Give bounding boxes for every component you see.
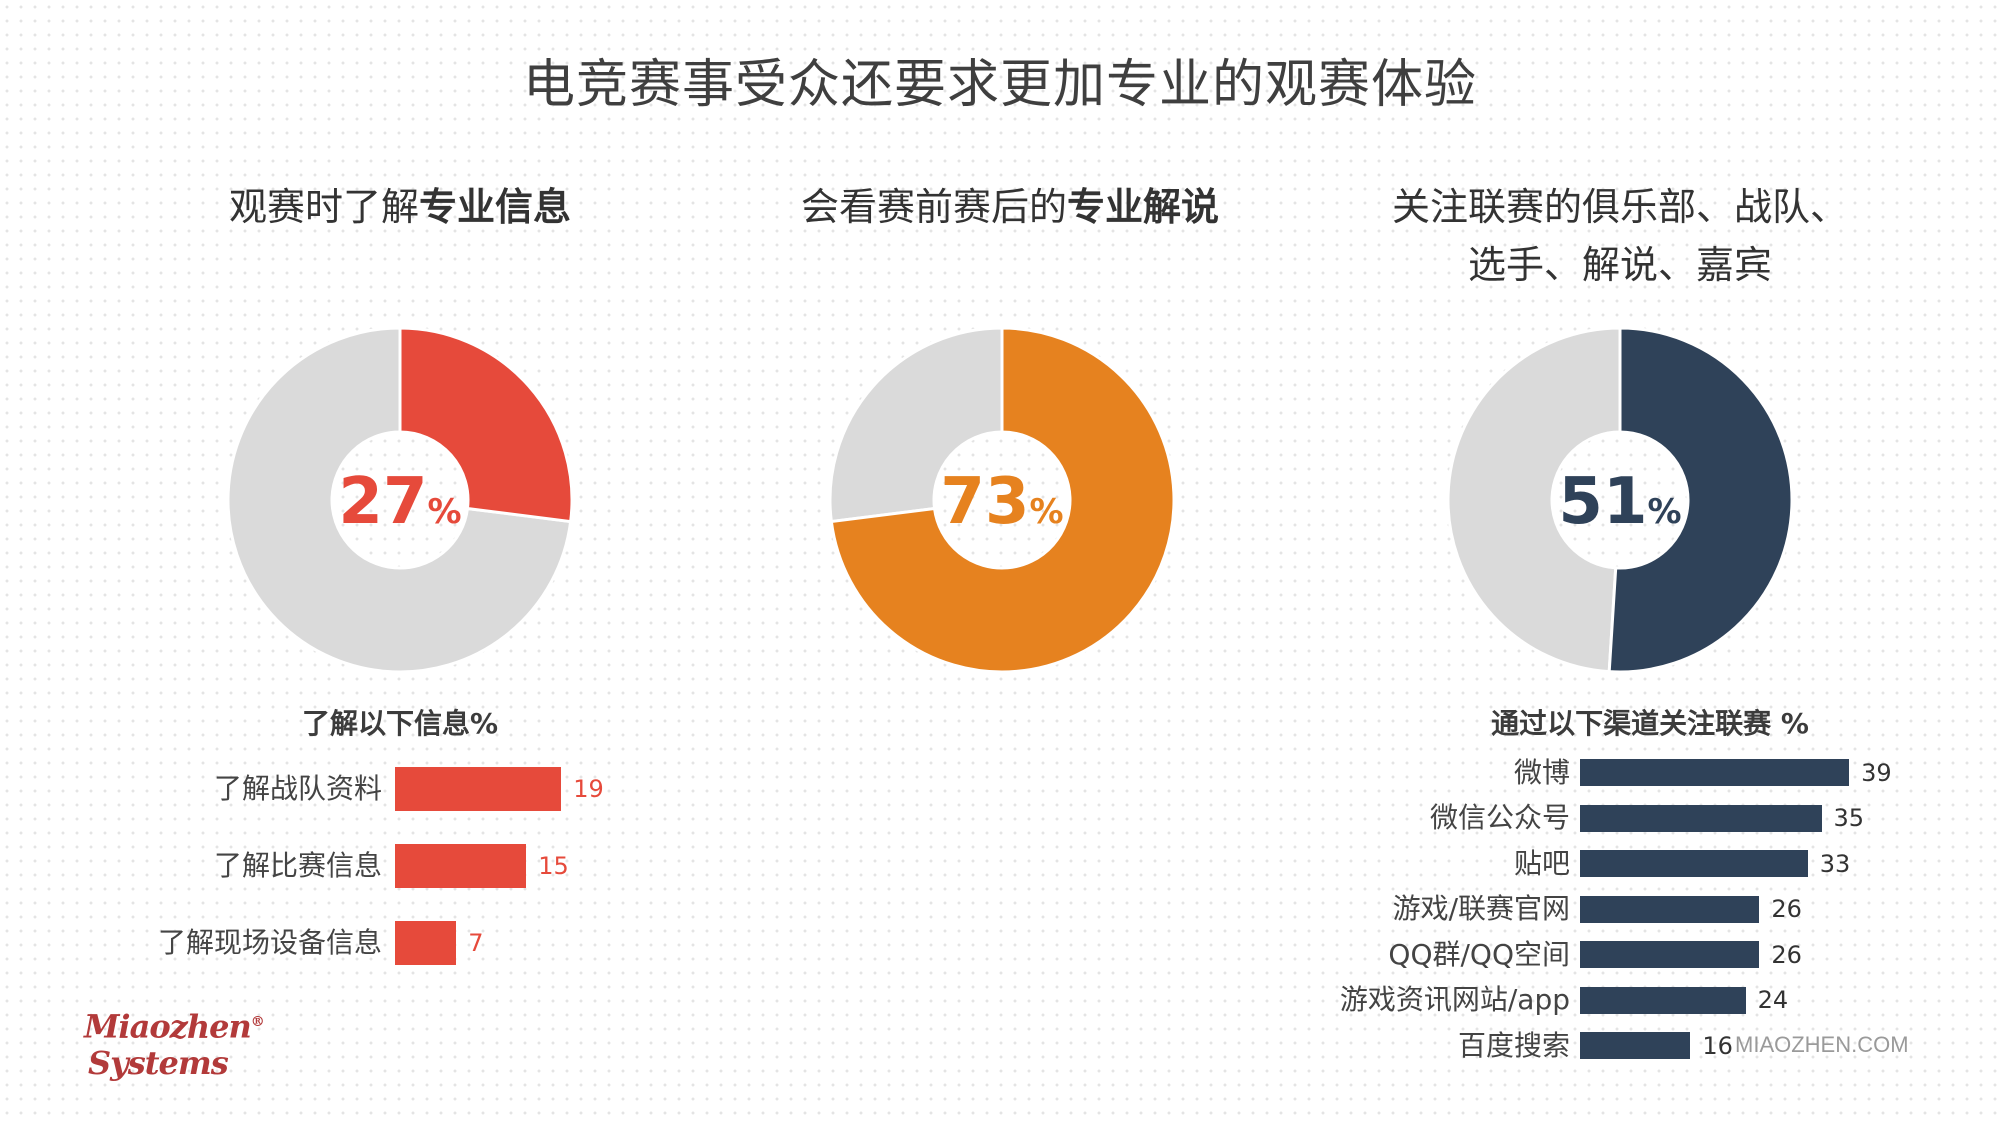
panel-2-title: 会看赛前赛后的专业解说	[760, 178, 1260, 236]
bar-category-label: 微信公众号	[1429, 801, 1570, 834]
percent-sign: %	[427, 492, 462, 532]
bar-category-label: 游戏/联赛官网	[1392, 892, 1570, 925]
bar	[1580, 759, 1850, 786]
donut-remainder-slice	[828, 326, 1004, 524]
page-title: 电竞赛事受众还要求更加专业的观赛体验	[522, 55, 1477, 115]
bar-category-label: QQ群/QQ空间	[1388, 937, 1570, 971]
logo-text-line2: Systems	[88, 1043, 229, 1082]
registered-mark: ®	[250, 1014, 265, 1030]
bar-value-label: 19	[573, 775, 604, 803]
bar-category-label: 百度搜索	[1457, 1028, 1570, 1062]
panel-1-title: 观赛时了解专业信息	[160, 178, 640, 236]
bar	[395, 767, 562, 811]
company-logo: Miaozhen® Systems	[84, 1004, 265, 1082]
bar-value-label: 24	[1757, 986, 1789, 1014]
bar-chart-1-title: 了解以下信息%	[301, 707, 499, 740]
bar-value-label: 26	[1771, 940, 1802, 969]
bar-chart-2-title: 通过以下渠道关注联赛 %	[1491, 707, 1809, 740]
panel-2-title-plain: 会看赛前赛后的	[800, 185, 1067, 229]
percent-value: 51	[1558, 465, 1648, 539]
panel-3-title-line2: 选手、解说、嘉宾	[1467, 243, 1772, 287]
bar	[1580, 986, 1746, 1014]
donut-2-center-label: 73%	[822, 465, 1182, 539]
donut-1-center-label: 27%	[220, 465, 580, 539]
bar	[1580, 895, 1760, 923]
donut-remainder-slice	[1446, 326, 1622, 674]
bar	[1580, 941, 1760, 968]
percent-sign: %	[1029, 492, 1064, 532]
percent-sign: %	[1647, 492, 1682, 532]
bar-category-label: 微博	[1513, 755, 1570, 789]
percent-value: 73	[940, 465, 1030, 539]
bar-category-label: 了解比赛信息	[213, 849, 382, 882]
donut-remainder-slice	[226, 326, 573, 674]
bar-category-label: 贴吧	[1513, 846, 1570, 880]
bar	[1580, 1032, 1691, 1059]
donut-value-slice	[398, 326, 574, 524]
bar-category-label: 了解现场设备信息	[157, 926, 382, 959]
bar-value-label: 33	[1819, 849, 1851, 878]
bar-category-label: 游戏资讯网站/app	[1339, 983, 1570, 1016]
bar-value-label: 39	[1861, 758, 1892, 787]
bar	[395, 844, 527, 888]
bar-value-label: 35	[1833, 804, 1865, 832]
donut-chart-follow-league	[1446, 326, 1794, 674]
bar	[1580, 850, 1808, 877]
watermark: MIAOZHEN.COM	[1735, 1032, 1909, 1057]
panel-3-title: 关注联赛的俱乐部、战队、 选手、解说、嘉宾	[1360, 178, 1880, 294]
bar-value-label: 26	[1771, 895, 1802, 923]
panel-1-title-plain: 观赛时了解	[228, 185, 419, 229]
donut-chart-commentary	[828, 326, 1176, 674]
logo-text-line1: Miaozhen	[84, 1007, 252, 1046]
panel-3-title-line1: 关注联赛的俱乐部、战队、	[1391, 185, 1848, 229]
bar-value-label: 16	[1702, 1031, 1733, 1060]
bar	[395, 921, 457, 965]
donut-value-slice	[829, 326, 1176, 674]
donut-3-center-label: 51%	[1440, 465, 1800, 539]
percent-value: 27	[338, 465, 428, 539]
donut-chart-professional-info	[226, 326, 574, 674]
donut-value-slice	[1607, 326, 1794, 674]
bar-value-label: 7	[468, 929, 484, 957]
bar-category-label: 了解战队资料	[213, 772, 382, 805]
bar	[1580, 804, 1822, 832]
panel-2-title-bold: 专业解说	[1067, 185, 1220, 229]
bar-value-label: 15	[538, 852, 569, 880]
panel-1-title-bold: 专业信息	[419, 185, 572, 229]
